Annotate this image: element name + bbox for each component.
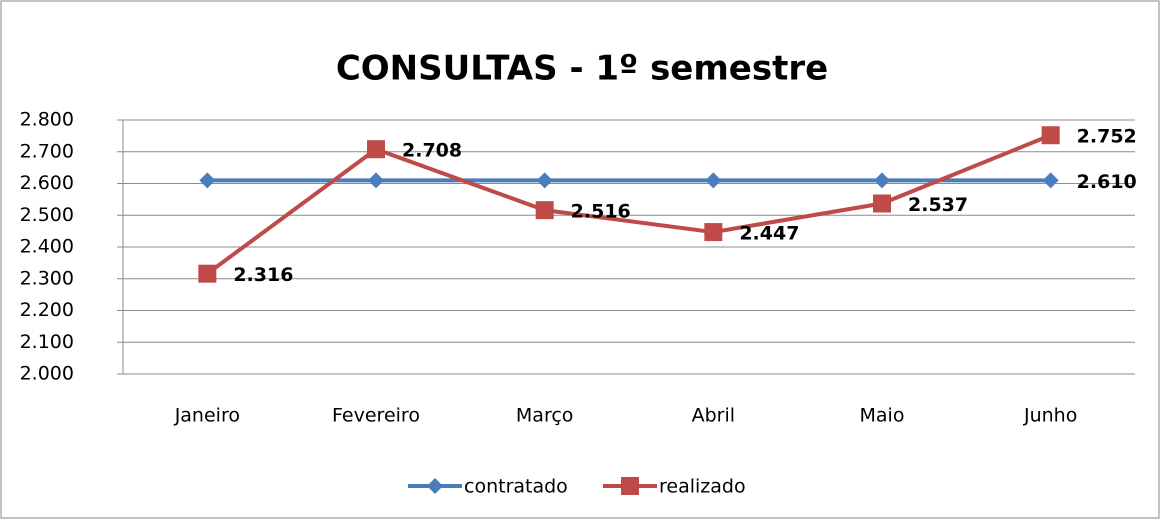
data-label: 2.610 bbox=[1077, 171, 1137, 193]
y-tick-label: 2.500 bbox=[20, 204, 74, 226]
data-point bbox=[1042, 172, 1059, 189]
x-tick-label: Maio bbox=[860, 405, 905, 427]
data-point bbox=[368, 172, 384, 189]
y-tick-label: 2.700 bbox=[20, 140, 74, 162]
x-tick-label: Fevereiro bbox=[332, 405, 420, 427]
data-point bbox=[367, 140, 385, 159]
data-point bbox=[874, 172, 890, 189]
data-point bbox=[536, 172, 553, 189]
y-tick-label: 2.100 bbox=[20, 331, 74, 353]
legend-marker bbox=[427, 478, 443, 494]
y-tick-label: 2.200 bbox=[20, 299, 74, 321]
data-point bbox=[1041, 126, 1060, 145]
legend-marker bbox=[621, 477, 639, 495]
x-tick-label: Março bbox=[516, 405, 574, 427]
legend-label: realizado bbox=[659, 476, 746, 498]
data-label: 2.752 bbox=[1077, 126, 1137, 148]
y-tick-label: 2.400 bbox=[20, 236, 74, 258]
data-point bbox=[198, 264, 217, 283]
data-point bbox=[873, 194, 891, 213]
data-point bbox=[535, 201, 554, 220]
series-line bbox=[206, 133, 1052, 276]
data-label: 2.447 bbox=[739, 223, 799, 245]
data-point bbox=[199, 172, 216, 189]
data-label: 2.316 bbox=[233, 264, 293, 286]
data-label: 2.708 bbox=[402, 140, 462, 162]
y-tick-label: 2.300 bbox=[20, 267, 74, 289]
x-tick-label: Janeiro bbox=[174, 405, 240, 427]
y-tick-label: 2.600 bbox=[20, 172, 74, 194]
legend-label: contratado bbox=[464, 476, 568, 498]
y-tick-label: 2.000 bbox=[20, 363, 74, 385]
data-point bbox=[705, 172, 722, 189]
x-tick-label: Abril bbox=[692, 405, 735, 427]
chart-title: CONSULTAS - 1º semestre bbox=[336, 49, 828, 89]
x-tick-label: Junho bbox=[1023, 405, 1077, 427]
data-label: 2.537 bbox=[908, 194, 968, 216]
data-point bbox=[704, 223, 723, 242]
y-tick-label: 2.800 bbox=[20, 109, 74, 131]
data-label: 2.516 bbox=[571, 201, 631, 223]
